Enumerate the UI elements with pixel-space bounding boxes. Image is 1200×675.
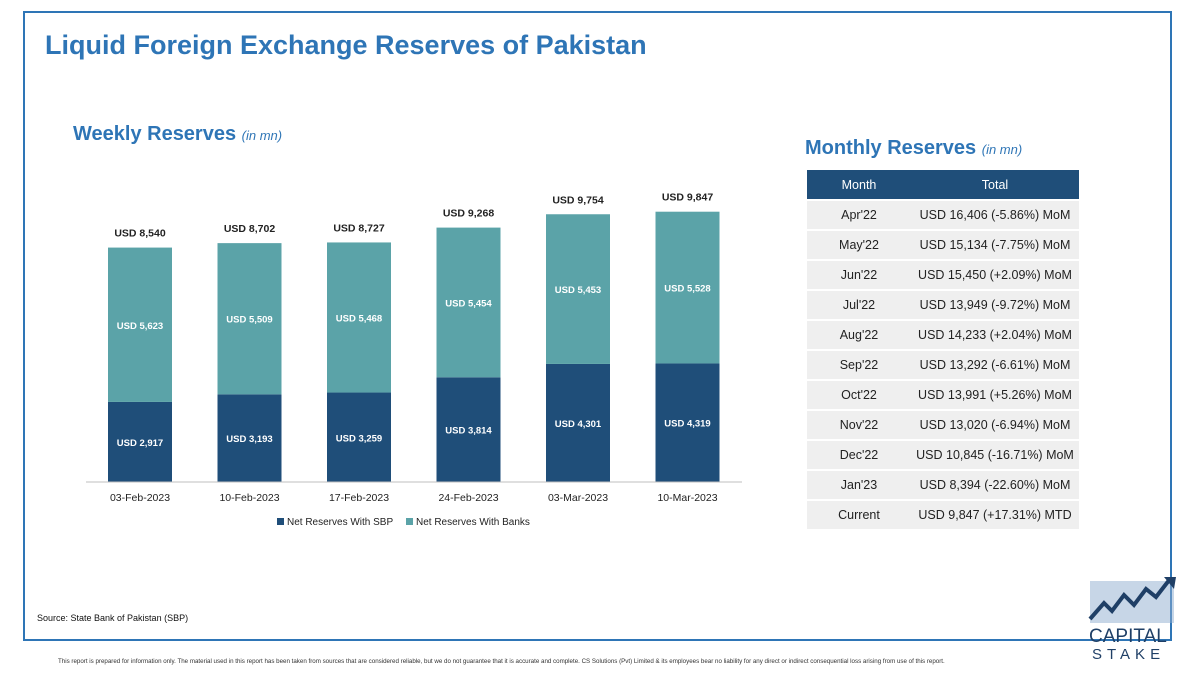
table-row: Dec'22 USD 10,845 (-16.71%) MoM — [807, 439, 1079, 469]
bar-banks — [546, 214, 610, 364]
data-label-total: USD 9,754 — [552, 194, 604, 206]
legend-swatch-sbp — [277, 518, 284, 525]
table-row: Sep'22 USD 13,292 (-6.61%) MoM — [807, 349, 1079, 379]
table-row: Apr'22 USD 16,406 (-5.86%) MoM — [807, 199, 1079, 229]
x-tick-label: 03-Mar-2023 — [548, 492, 608, 504]
total-cell: USD 13,991 (+5.26%) MoM — [911, 379, 1079, 409]
legend-label-sbp: Net Reserves With SBP — [287, 517, 393, 528]
month-cell: Dec'22 — [807, 439, 911, 469]
data-label-sbp: USD 4,319 — [664, 419, 710, 430]
data-label-total: USD 8,702 — [224, 223, 276, 235]
total-cell: USD 15,450 (+2.09%) MoM — [911, 259, 1079, 289]
table-row: Jul'22 USD 13,949 (-9.72%) MoM — [807, 289, 1079, 319]
month-cell: Nov'22 — [807, 409, 911, 439]
legend-label-banks: Net Reserves With Banks — [416, 517, 530, 528]
column-header-total: Total — [911, 170, 1079, 199]
bar-banks — [217, 243, 282, 395]
month-cell: May'22 — [807, 229, 911, 259]
disclaimer-text: This report is prepared for information … — [58, 658, 945, 665]
data-label-banks: USD 5,453 — [555, 285, 601, 296]
data-label-banks: USD 5,468 — [336, 313, 382, 324]
source-note: Source: State Bank of Pakistan (SBP) — [37, 613, 189, 623]
table-row: Aug'22 USD 14,233 (+2.04%) MoM — [807, 319, 1079, 349]
data-label-sbp: USD 3,193 — [226, 434, 272, 445]
total-cell: USD 13,949 (-9.72%) MoM — [911, 289, 1079, 319]
data-label-banks: USD 5,623 — [117, 321, 163, 332]
data-label-sbp: USD 2,917 — [117, 438, 163, 449]
total-cell: USD 8,394 (-22.60%) MoM — [911, 469, 1079, 499]
monthly-title-unit: (in mn) — [981, 142, 1023, 157]
logo-wordmark-line2: STAKE — [1092, 646, 1166, 663]
page-title: Liquid Foreign Exchange Reserves of Paki… — [45, 30, 647, 60]
data-label-total: USD 9,847 — [662, 192, 714, 204]
total-cell: USD 16,406 (-5.86%) MoM — [911, 199, 1079, 229]
slide-frame — [23, 11, 1172, 641]
data-label-sbp: USD 4,301 — [555, 419, 602, 430]
month-cell: Oct'22 — [807, 379, 911, 409]
monthly-reserves-table: Month Total Apr'22 USD 16,406 (-5.86%) Mo… — [807, 170, 1079, 529]
total-cell: USD 10,845 (-16.71%) MoM — [911, 439, 1079, 469]
data-label-banks: USD 5,454 — [445, 298, 492, 309]
month-cell: Jan'23 — [807, 469, 911, 499]
capital-stake-logo — [1088, 577, 1176, 623]
month-cell: Current — [807, 499, 911, 529]
total-cell: USD 9,847 (+17.31%) MTD — [911, 499, 1079, 529]
data-label-banks: USD 5,528 — [664, 284, 710, 295]
table-row: May'22 USD 15,134 (-7.75%) MoM — [807, 229, 1079, 259]
x-tick-label: 17-Feb-2023 — [329, 492, 389, 504]
monthly-reserves-title: Monthly Reserves (in mn) — [805, 137, 1022, 160]
bar-banks — [655, 211, 720, 364]
month-cell: Jul'22 — [807, 289, 911, 319]
logo-wordmark-line1: CAPITAL — [1089, 626, 1167, 647]
legend-swatch-banks — [406, 518, 413, 525]
total-cell: USD 13,292 (-6.61%) MoM — [911, 349, 1079, 379]
x-tick-label: 03-Feb-2023 — [110, 492, 170, 504]
weekly-reserves-title: Weekly Reserves (in mn) — [73, 123, 282, 146]
table-row: Jun'22 USD 15,450 (+2.09%) MoM — [807, 259, 1079, 289]
bar-sbp — [436, 377, 501, 482]
total-cell: USD 14,233 (+2.04%) MoM — [911, 319, 1079, 349]
bar-sbp — [327, 392, 391, 482]
x-tick-label: 24-Feb-2023 — [438, 492, 498, 504]
month-cell: Jun'22 — [807, 259, 911, 289]
bar-sbp — [108, 401, 172, 482]
data-label-sbp: USD 3,814 — [445, 426, 492, 437]
bar-banks — [108, 247, 172, 402]
data-label-total: USD 8,540 — [114, 228, 166, 240]
month-cell: Sep'22 — [807, 349, 911, 379]
data-label-sbp: USD 3,259 — [336, 433, 382, 444]
monthly-title-text: Monthly Reserves — [805, 137, 977, 159]
weekly-title-unit: (in mn) — [241, 128, 283, 143]
x-tick-label: 10-Feb-2023 — [219, 492, 279, 504]
total-cell: USD 15,134 (-7.75%) MoM — [911, 229, 1079, 259]
bar-banks — [327, 242, 391, 393]
bar-banks — [436, 227, 501, 378]
data-label-total: USD 9,268 — [443, 208, 495, 220]
weekly-title-text: Weekly Reserves — [73, 123, 237, 145]
bar-sbp — [217, 394, 282, 482]
table-row: Nov'22 USD 13,020 (-6.94%) MoM — [807, 409, 1079, 439]
table-row: Current USD 9,847 (+17.31%) MTD — [807, 499, 1079, 529]
month-cell: Apr'22 — [807, 199, 911, 229]
x-tick-label: 10-Mar-2023 — [657, 492, 717, 504]
total-cell: USD 13,020 (-6.94%) MoM — [911, 409, 1079, 439]
data-label-banks: USD 5,509 — [226, 315, 272, 326]
month-cell: Aug'22 — [807, 319, 911, 349]
data-label-total: USD 8,727 — [333, 222, 385, 234]
column-header-month: Month — [807, 170, 911, 199]
bar-sbp — [546, 363, 610, 482]
table-row: Jan'23 USD 8,394 (-22.60%) MoM — [807, 469, 1079, 499]
table-row: Oct'22 USD 13,991 (+5.26%) MoM — [807, 379, 1079, 409]
bar-sbp — [655, 363, 720, 482]
table-header-row: Month Total — [807, 170, 1079, 199]
